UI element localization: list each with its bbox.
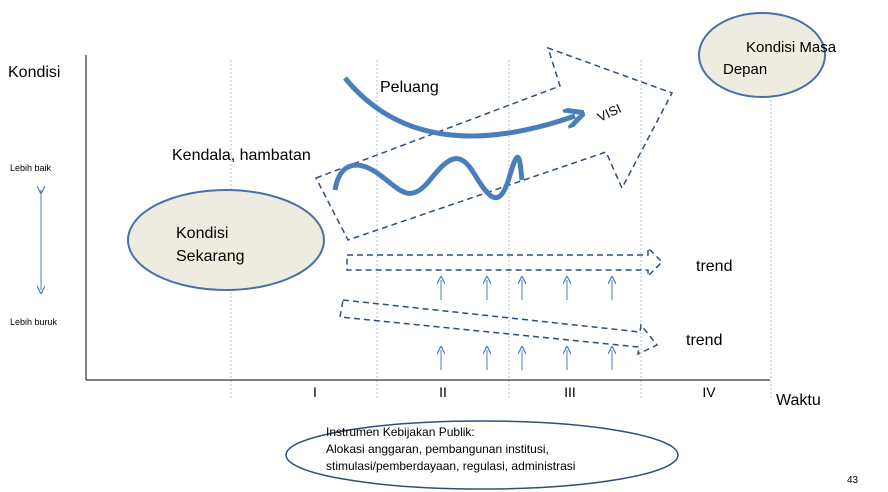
- opportunity-label: Peluang: [380, 79, 439, 96]
- x-label: Waktu: [776, 392, 821, 409]
- better-label: Lebih baik: [10, 163, 52, 173]
- instruments-text: Alokasi anggaran, pembangunan institusi,: [326, 442, 549, 456]
- obstacles-label: Kendala, hambatan: [172, 147, 311, 164]
- trend-arrow: [339, 299, 659, 356]
- phase: III: [564, 384, 576, 400]
- phase: II: [439, 384, 447, 400]
- trend-label: trend: [696, 258, 732, 275]
- phase: I: [313, 384, 317, 400]
- opportunity-curve: [343, 76, 575, 139]
- obstacle-wave: [332, 154, 525, 201]
- instruments-text: stimulasi/pemberdayaan, regulasi, admini…: [326, 459, 575, 473]
- vision-arrow: [314, 46, 674, 241]
- page-number: 43: [847, 475, 859, 486]
- trend-arrow: [346, 246, 664, 278]
- worse-label: Lebih buruk: [10, 317, 58, 327]
- instrument-arrows: [441, 280, 612, 370]
- trend-label: trend: [686, 332, 722, 349]
- current-label: Kondisi: [176, 225, 228, 242]
- y-label: Kondisi: [8, 64, 60, 81]
- future-ellipse: [698, 12, 826, 98]
- phase: IV: [702, 384, 716, 400]
- vision-label: VISI: [595, 101, 624, 125]
- instruments-ellipse: [285, 420, 679, 490]
- instruments-text: Instrumen Kebijakan Publik:: [326, 425, 475, 439]
- axes: [85, 55, 770, 381]
- current-label: Sekarang: [176, 248, 245, 265]
- future-label: Kondisi Masa: [746, 39, 837, 56]
- current-ellipse: [127, 189, 325, 291]
- future-label: Depan: [723, 61, 767, 78]
